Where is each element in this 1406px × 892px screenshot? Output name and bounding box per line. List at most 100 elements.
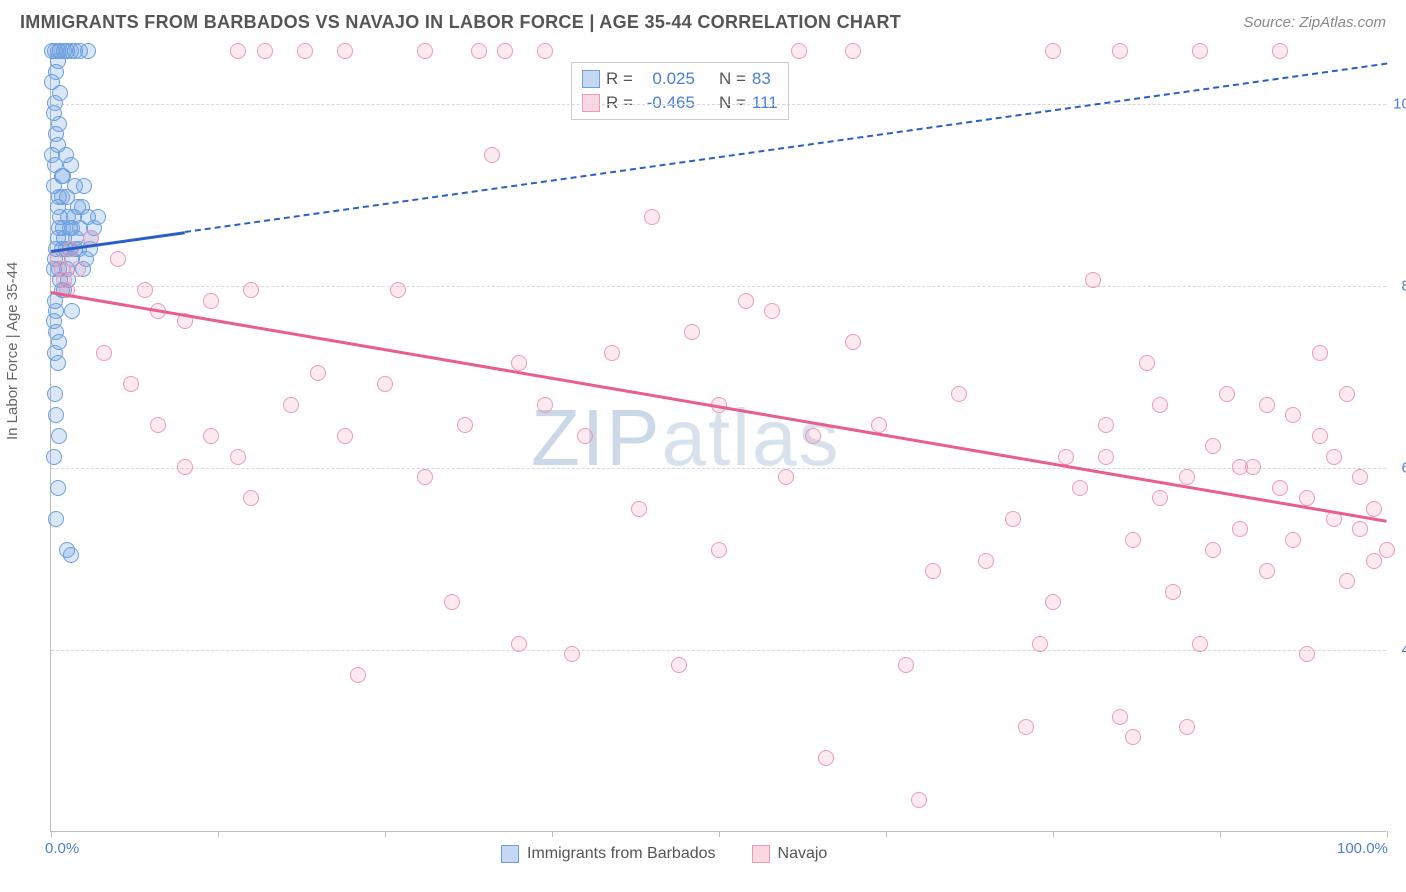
data-point-navajo [925, 563, 941, 579]
data-point-navajo [818, 750, 834, 766]
data-point-navajo [257, 43, 273, 59]
x-tick-label: 0.0% [45, 840, 79, 857]
data-point-barbados [47, 386, 63, 402]
data-point-navajo [110, 251, 126, 267]
data-point-navajo [1232, 459, 1248, 475]
stat-r-value: -0.465 [639, 93, 695, 113]
data-point-navajo [1299, 646, 1315, 662]
y-tick-label: 47.5% [1401, 642, 1406, 659]
data-point-navajo [564, 646, 580, 662]
data-point-navajo [1005, 511, 1021, 527]
y-tick-label: 82.5% [1401, 278, 1406, 295]
data-point-barbados [58, 147, 74, 163]
x-tick [552, 831, 553, 837]
data-point-barbados [50, 480, 66, 496]
data-point-navajo [1139, 355, 1155, 371]
data-point-navajo [417, 43, 433, 59]
stat-r-label: R = [606, 93, 633, 113]
data-point-navajo [537, 43, 553, 59]
data-point-navajo [951, 386, 967, 402]
x-tick [51, 831, 52, 837]
data-point-navajo [1339, 573, 1355, 589]
data-point-navajo [805, 428, 821, 444]
data-point-navajo [230, 43, 246, 59]
data-point-navajo [1085, 272, 1101, 288]
data-point-navajo [1179, 469, 1195, 485]
data-point-navajo [1259, 563, 1275, 579]
data-point-navajo [1299, 490, 1315, 506]
swatch-navajo [582, 94, 600, 112]
data-point-navajo [671, 657, 687, 673]
data-point-navajo [1285, 407, 1301, 423]
data-point-navajo [243, 282, 259, 298]
data-point-navajo [845, 43, 861, 59]
data-point-navajo [711, 542, 727, 558]
swatch-navajo [752, 845, 770, 863]
data-point-navajo [631, 501, 647, 517]
data-point-navajo [123, 376, 139, 392]
chart-title: IMMIGRANTS FROM BARBADOS VS NAVAJO IN LA… [20, 12, 901, 33]
data-point-navajo [1272, 480, 1288, 496]
data-point-navajo [471, 43, 487, 59]
gridline [51, 104, 1386, 105]
data-point-navajo [1272, 43, 1288, 59]
data-point-navajo [537, 397, 553, 413]
data-point-navajo [1326, 449, 1342, 465]
stat-n-value: 83 [752, 69, 771, 89]
swatch-barbados [582, 70, 600, 88]
stat-n-value: 111 [752, 93, 778, 113]
data-point-navajo [738, 293, 754, 309]
stat-n-label: N = [719, 69, 746, 89]
data-point-navajo [1285, 532, 1301, 548]
data-point-barbados [46, 449, 62, 465]
stat-r-value: 0.025 [639, 69, 695, 89]
chart-source: Source: ZipAtlas.com [1243, 14, 1386, 31]
data-point-navajo [1259, 397, 1275, 413]
data-point-navajo [137, 282, 153, 298]
data-point-navajo [1072, 480, 1088, 496]
y-tick-label: 100.0% [1393, 96, 1406, 113]
data-point-navajo [70, 261, 86, 277]
chart-area: ZIPatlas R = 0.025 N = 83 R = -0.465 N =… [50, 52, 1386, 832]
data-point-navajo [203, 293, 219, 309]
data-point-navajo [243, 490, 259, 506]
data-point-navajo [1152, 397, 1168, 413]
data-point-navajo [898, 657, 914, 673]
data-point-navajo [1366, 501, 1382, 517]
data-point-navajo [1112, 709, 1128, 725]
legend-stats-row-navajo: R = -0.465 N = 111 [582, 91, 778, 115]
data-point-navajo [444, 594, 460, 610]
data-point-navajo [1125, 532, 1141, 548]
data-point-navajo [1098, 417, 1114, 433]
data-point-navajo [484, 147, 500, 163]
data-point-navajo [1152, 490, 1168, 506]
data-point-barbados [80, 43, 96, 59]
swatch-barbados [501, 845, 519, 863]
data-point-navajo [1192, 636, 1208, 652]
data-point-barbados [64, 303, 80, 319]
data-point-navajo [1205, 438, 1221, 454]
data-point-navajo [96, 345, 112, 361]
data-point-barbados [74, 199, 90, 215]
data-point-navajo [203, 428, 219, 444]
data-point-navajo [1032, 636, 1048, 652]
legend-stats-row-barbados: R = 0.025 N = 83 [582, 67, 778, 91]
data-point-navajo [778, 469, 794, 485]
y-axis-label: In Labor Force | Age 35-44 [4, 262, 21, 440]
data-point-navajo [1352, 469, 1368, 485]
data-point-navajo [511, 636, 527, 652]
data-point-navajo [377, 376, 393, 392]
x-tick [385, 831, 386, 837]
data-point-barbados [50, 355, 66, 371]
data-point-barbados [48, 511, 64, 527]
data-point-navajo [1232, 521, 1248, 537]
x-tick [1053, 831, 1054, 837]
y-tick-label: 65.0% [1401, 460, 1406, 477]
data-point-navajo [644, 209, 660, 225]
data-point-navajo [390, 282, 406, 298]
data-point-navajo [1112, 43, 1128, 59]
x-tick [218, 831, 219, 837]
x-tick [1220, 831, 1221, 837]
bottom-legend-navajo: Navajo [752, 845, 828, 863]
data-point-barbados [63, 547, 79, 563]
